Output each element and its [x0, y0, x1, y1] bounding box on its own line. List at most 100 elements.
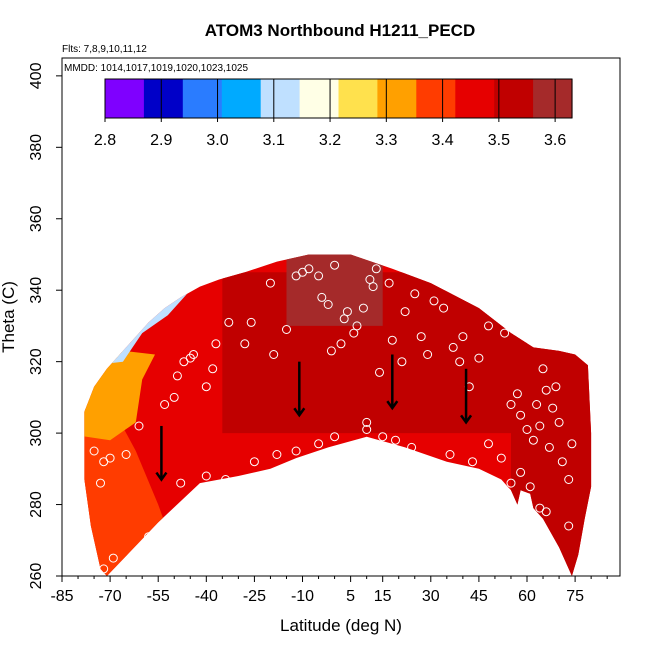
observation-point [134, 421, 144, 431]
observation-point [246, 317, 256, 327]
field-region-upper-tropics [286, 254, 383, 326]
observation-point [326, 346, 336, 356]
y-tick-label: 300 [28, 420, 45, 447]
y-tick-label: 260 [28, 563, 45, 590]
x-tick-label: -40 [195, 588, 218, 605]
observation-point [108, 553, 118, 563]
observation-point [391, 435, 400, 445]
observation-point [407, 442, 417, 452]
observation-point [291, 446, 301, 456]
observation-point [358, 303, 368, 313]
x-tick-label: 30 [422, 588, 440, 605]
observation-point [201, 471, 211, 481]
observation-point [211, 339, 221, 349]
observation-point [169, 392, 179, 402]
chart-title: ATOM3 Northbound H1211_PECD [205, 21, 475, 40]
observation-point [400, 307, 410, 317]
observation-point [468, 457, 477, 467]
observation-point [525, 482, 535, 492]
colorbar-segment [416, 79, 456, 118]
field-region-northern-high [511, 325, 592, 576]
observation-point [416, 332, 426, 342]
observation-point [387, 335, 397, 345]
observation-point [272, 450, 282, 459]
observation-point [535, 421, 545, 431]
colorbar-tick-label: 3.1 [263, 132, 285, 149]
down-arrow [155, 425, 168, 482]
observation-point [304, 264, 314, 274]
observation-point [330, 260, 340, 270]
observations [89, 260, 577, 574]
observation-point [544, 442, 554, 452]
observation-point [339, 314, 349, 324]
observation-point [516, 410, 526, 420]
observation-point [564, 521, 574, 531]
colorbar-segment [494, 79, 534, 118]
colorbar-tick-label: 2.8 [94, 132, 116, 149]
observation-point [439, 303, 449, 313]
observation-point [96, 478, 105, 488]
colorbar-tick-label: 3.4 [431, 132, 453, 149]
axes: -85 -70 -55 -40 -25 -10 5 15 30 45 60 75 260 280 300 32… [28, 62, 608, 605]
observation-point [249, 457, 259, 467]
observation-point [201, 382, 211, 392]
observation-point [551, 382, 561, 392]
observation-point [554, 417, 564, 427]
plot-frame [61, 57, 621, 577]
observation-point [410, 289, 420, 299]
down-arrow [460, 368, 473, 425]
colorbar-segment [221, 79, 262, 118]
observation-point [314, 271, 324, 281]
x-tick-label: -10 [291, 588, 314, 605]
observation-point [423, 350, 433, 359]
x-tick-label: 15 [374, 588, 392, 605]
observation-point [397, 357, 407, 367]
colorbar-segment [455, 79, 495, 118]
observation-point [445, 450, 455, 459]
observation-point [484, 439, 493, 449]
observation-point [458, 332, 468, 342]
tropopause-arrows [155, 354, 473, 482]
x-tick-label: 45 [470, 588, 488, 605]
observation-point [265, 278, 275, 288]
colorbar-tick-label: 3.0 [206, 132, 228, 149]
observation-point [567, 439, 577, 449]
observation-point [342, 307, 352, 317]
x-tick-label: 75 [566, 588, 584, 605]
observation-point [484, 321, 493, 331]
observation-point [349, 328, 359, 338]
observation-point [506, 478, 516, 488]
observation-point [172, 371, 182, 381]
observation-point [314, 439, 324, 449]
observation-point [512, 389, 522, 399]
observation-point [378, 432, 388, 442]
y-tick-label: 320 [28, 348, 45, 375]
observation-point [362, 417, 372, 427]
observation-point [224, 317, 234, 327]
colorbar-tick-label: 3.5 [488, 132, 510, 149]
observation-point [176, 478, 186, 488]
observation-point [493, 310, 503, 320]
colorbar-segment [143, 79, 184, 118]
colorbar-segment [260, 79, 301, 118]
colorbar-tick-label: 3.2 [319, 132, 341, 149]
observation-point [528, 435, 538, 445]
observation-point [429, 296, 439, 306]
observation-point [189, 350, 198, 359]
y-tick-label: 360 [28, 205, 45, 232]
colorbar-segment [182, 79, 223, 118]
observation-point [384, 278, 394, 288]
observation-point [500, 328, 510, 338]
observation-point [496, 453, 506, 463]
observation-point [144, 532, 154, 542]
observation-point [121, 450, 131, 459]
observation-point [317, 292, 327, 302]
observation-point [375, 367, 384, 377]
observation-point [323, 300, 333, 309]
colorbar-segment [377, 79, 417, 118]
observation-point [352, 321, 362, 331]
observation-point [330, 432, 340, 442]
observation-point [532, 400, 542, 409]
observation-point [564, 475, 574, 484]
